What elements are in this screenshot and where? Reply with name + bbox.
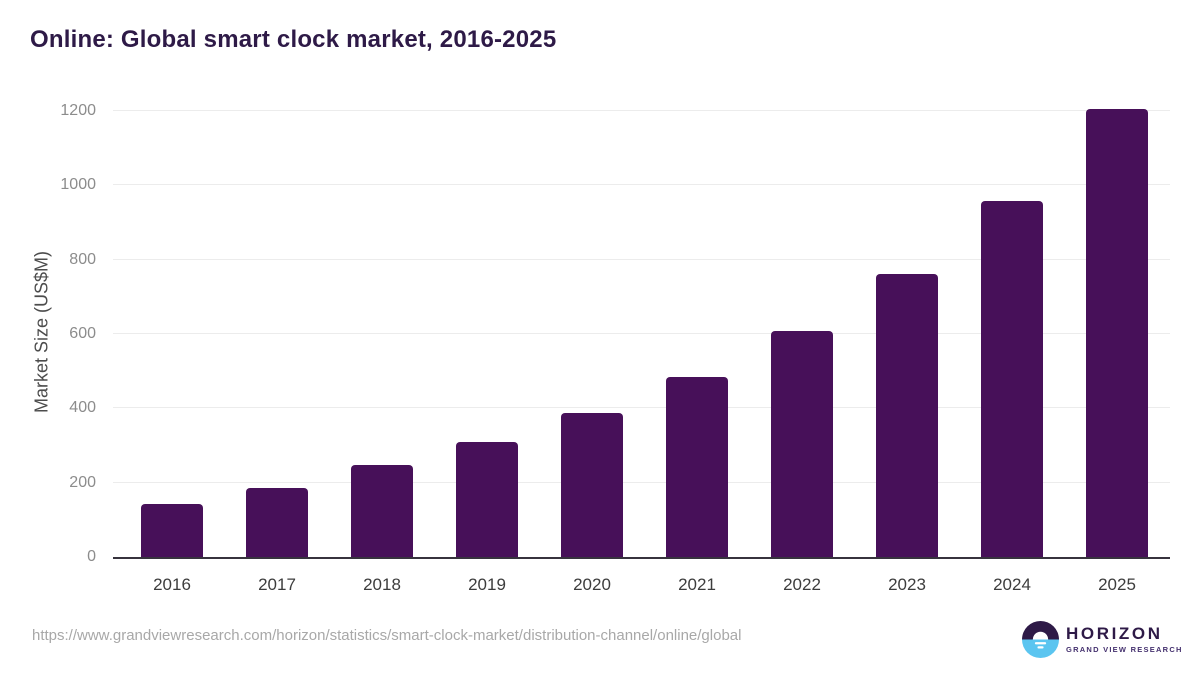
x-tick-label-2018: 2018 [363, 575, 401, 594]
bar-2021 [666, 376, 728, 557]
bar-2022 [771, 330, 833, 557]
y-tick-label-600: 600 [69, 325, 96, 342]
gridline-400 [113, 407, 1170, 409]
gridline-1000 [113, 184, 1170, 186]
x-tick-label-2016: 2016 [153, 575, 191, 594]
bar-2019 [456, 441, 518, 557]
y-tick-label-800: 800 [69, 250, 96, 268]
gridline-800 [113, 258, 1170, 260]
x-tick-label-2019: 2019 [468, 575, 506, 594]
horizon-sun-icon [1022, 621, 1059, 658]
logo-subtitle: GRAND VIEW RESEARCH [1066, 645, 1183, 654]
gridline-1200 [113, 110, 1170, 111]
x-tick-label-2024: 2024 [993, 575, 1031, 594]
bar-2016 [141, 503, 203, 557]
logo-title: HORIZON [1066, 624, 1163, 643]
source-url: https://www.grandviewresearch.com/horizo… [32, 627, 742, 644]
bar-2024 [981, 200, 1043, 557]
chart-title: Online: Global smart clock market, 2016-… [30, 26, 557, 53]
x-tick-label-2025: 2025 [1098, 575, 1136, 594]
horizon-logo: HORIZON GRAND VIEW RESEARCH [1022, 621, 1183, 658]
x-tick-label-2017: 2017 [258, 575, 296, 594]
y-tick-label-400: 400 [69, 399, 96, 417]
y-tick-label-0: 0 [87, 548, 96, 565]
bar-2020 [561, 413, 623, 557]
plot-area: 0 200 400 600 800 1000 1200 2016 2017 2018 2019 202… [60, 102, 1170, 594]
bar-2025 [1086, 109, 1148, 557]
x-tick-label-2020: 2020 [573, 575, 611, 594]
bar-2023 [876, 273, 938, 557]
gridline-600 [113, 333, 1170, 334]
y-tick-label-1000: 1000 [60, 176, 96, 194]
y-tick-label-200: 200 [69, 473, 96, 491]
bar-2017 [246, 487, 308, 557]
x-tick-label-2022: 2022 [783, 575, 821, 594]
gridline-200 [113, 481, 1170, 483]
horizon-logo-text: HORIZON GRAND VIEW RESEARCH [1066, 624, 1183, 655]
x-axis-line [113, 557, 1170, 559]
x-tick-label-2023: 2023 [888, 575, 926, 594]
bar-2018 [351, 465, 413, 557]
y-tick-label-1200: 1200 [60, 102, 96, 119]
x-tick-label-2021: 2021 [678, 575, 716, 594]
